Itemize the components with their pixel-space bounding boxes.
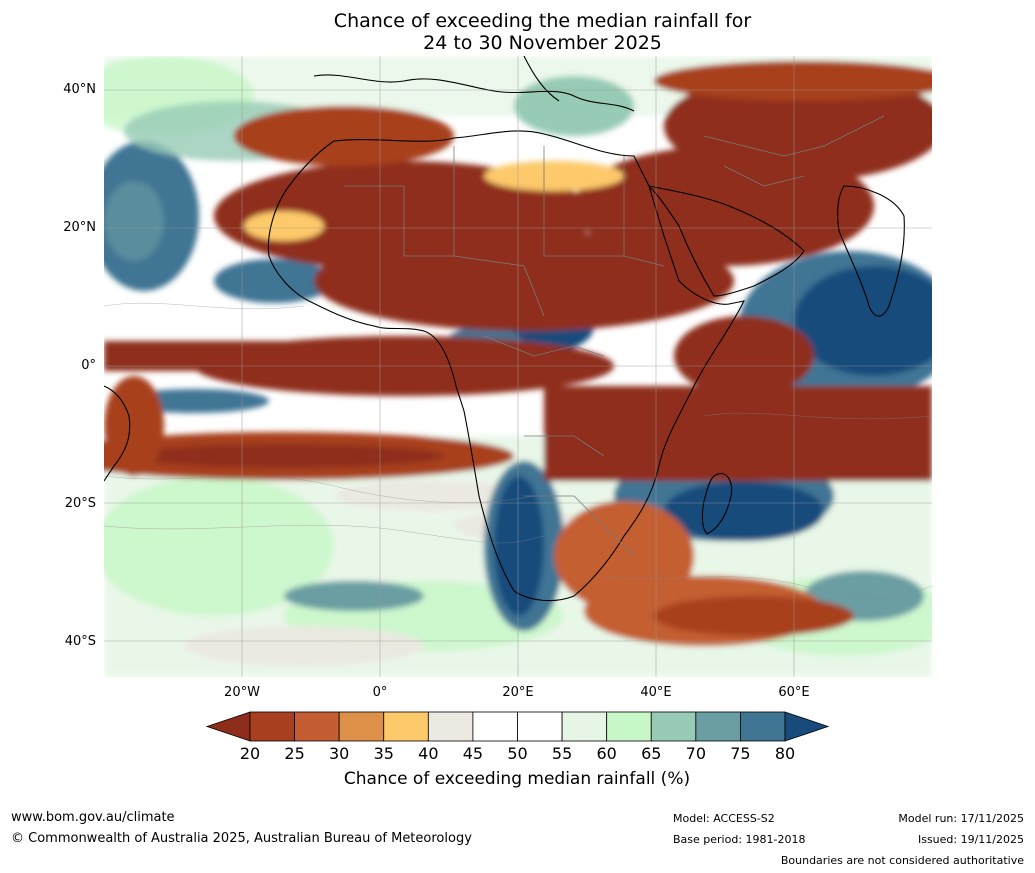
lon-label-20e: 20°E [502,685,534,700]
colorbar-bin [427,711,474,742]
base-period: Base period: 1981-2018 [673,833,806,846]
lon-label-0: 0° [372,685,388,700]
map-canvas [104,56,932,677]
lon-label-60e: 60°E [778,685,810,700]
issued-date: Issued: 19/11/2025 [917,833,1024,846]
colorbar-bin [561,711,608,742]
colorbar-bin [472,711,518,742]
colorbar-bin [517,711,563,742]
model-run-date: Model run: 17/11/2025 [898,812,1024,825]
boundary-disclaimer: Boundaries are not considered authoritat… [780,854,1024,867]
colorbar [205,711,830,742]
model-name: Model: ACCESS-S2 [673,812,775,825]
colorbar-tick-label: 45 [462,744,484,763]
colorbar-bin [383,711,429,742]
lat-label-0: 0° [81,358,96,373]
title-line-2: 24 to 30 November 2025 [423,32,662,54]
colorbar-bin [294,711,340,742]
coastlines [104,56,905,602]
colorbar-tick-label: 80 [774,744,796,763]
copyright-text: © Commonwealth of Australia 2025, Austra… [11,831,472,846]
graticule [104,56,932,677]
contour-lines [104,302,932,598]
colorbar-tick-label: 50 [507,744,528,763]
colorbar-bins [249,711,786,742]
lat-label-20n: 20°N [63,220,96,235]
colorbar-bin [606,711,652,742]
colorbar-arrow-high [784,711,830,742]
colorbar-tick-label: 70 [685,744,706,763]
colorbar-bin [695,711,741,742]
colorbar-tick-label: 60 [596,744,617,763]
colorbar-tick-label: 55 [551,744,573,763]
rainfall-probability-map [104,56,932,677]
colorbar-bin [338,711,385,742]
colorbar-tick-label: 20 [239,744,261,763]
colorbar-bin [650,711,697,742]
colorbar-tick-label: 25 [284,744,305,763]
lat-label-40s: 40°S [64,634,96,649]
lon-label-40e: 40°E [640,685,672,700]
colorbar-bin [740,711,786,742]
colorbar-tick-label: 65 [641,744,662,763]
country-borders [344,115,885,557]
lat-label-40n: 40°N [63,82,96,97]
website-link[interactable]: www.bom.gov.au/climate [11,810,175,825]
title-line-1: Chance of exceeding the median rainfall … [333,10,752,32]
colorbar-arrow-low [205,711,251,742]
chart-title: Chance of exceeding the median rainfall … [0,10,1035,54]
colorbar-tick-label: 35 [373,744,394,763]
colorbar-tick-label: 40 [418,744,439,763]
colorbar-bin [249,711,295,742]
lat-label-20s: 20°S [64,496,96,511]
lon-label-20w: 20°W [224,685,260,700]
colorbar-title: Chance of exceeding median rainfall (%) [343,769,691,789]
colorbar-tick-label: 75 [730,744,751,763]
colorbar-tick-label: 30 [328,744,350,763]
